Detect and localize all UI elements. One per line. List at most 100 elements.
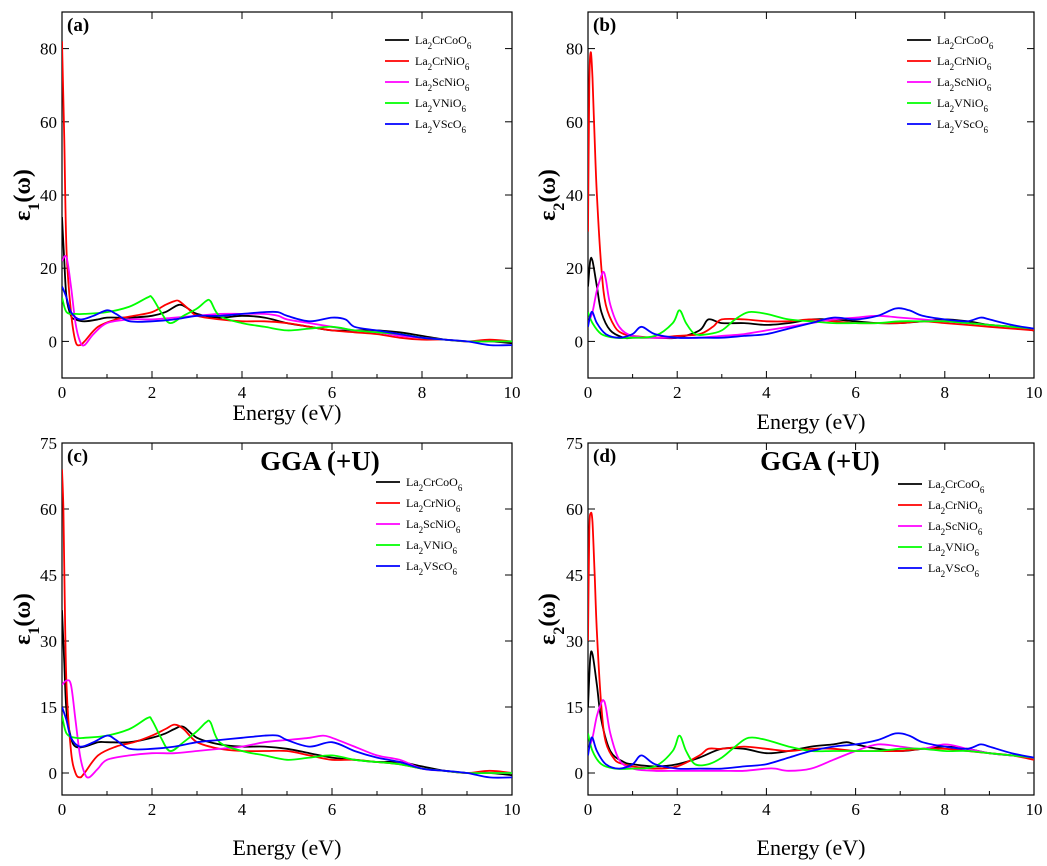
legend-label: La2CrCoO6 [928, 477, 985, 495]
y-tick-label: 75 [40, 434, 57, 453]
series-line-La2ScNiO6 [62, 255, 512, 347]
x-tick-label: 6 [328, 800, 337, 819]
y-tick-label: 60 [566, 113, 583, 132]
x-tick-label: 2 [673, 383, 682, 402]
series-line-La2VNiO6 [588, 309, 1034, 339]
y-tick-label: 60 [40, 500, 57, 519]
legend-label: La2VNiO6 [928, 540, 980, 558]
y-tick-label: 75 [566, 434, 583, 453]
x-tick-label: 2 [673, 800, 682, 819]
y-tick-label: 0 [49, 764, 58, 783]
series-line-La2VNiO6 [62, 715, 512, 775]
x-tick-label: 4 [762, 800, 771, 819]
y-axis-label: ε2(ω) [535, 593, 568, 645]
legend-label: La2ScNiO6 [406, 517, 461, 535]
legend-label: La2CrNiO6 [406, 496, 461, 514]
y-axis-label: ε1(ω) [10, 593, 43, 645]
legend-label: La2CrNiO6 [415, 54, 470, 72]
chart-panel-1: 0 2 4 6 8 10 0 20 40 60 80 La2CrCoO6 La2CrNiO6 La2ScN… [535, 11, 1043, 434]
legend: La2CrCoO6 La2CrNiO6 La2ScNiO6 La2VNiO6 La2VS… [898, 477, 985, 579]
series-line-La2ScNiO6 [588, 270, 1034, 339]
x-tick-label: 10 [1026, 800, 1043, 819]
series-line-La2CrCoO6 [588, 256, 1034, 340]
y-axis-label: ε1(ω) [10, 169, 43, 221]
x-tick-label: 10 [504, 383, 521, 402]
legend-label: La2CrCoO6 [406, 475, 463, 493]
legend-label: La2ScNiO6 [415, 75, 470, 93]
legend: La2CrCoO6 La2CrNiO6 La2ScNiO6 La2VNiO6 La2VS… [376, 475, 463, 577]
series-group [62, 41, 512, 347]
x-tick-label: 8 [418, 383, 427, 402]
legend-label: La2VNiO6 [415, 96, 467, 114]
legend-label: La2VScO6 [937, 117, 989, 135]
y-tick-label: 0 [575, 332, 584, 351]
x-tick-label: 0 [58, 383, 67, 402]
series-line-La2VScO6 [588, 307, 1034, 339]
series-line-La2VScO6 [62, 286, 512, 347]
series-group [588, 51, 1034, 340]
y-tick-label: 15 [40, 698, 57, 717]
x-axis-label: Energy (eV) [233, 400, 342, 425]
y-tick-label: 20 [40, 259, 57, 278]
x-axis-label: Energy (eV) [757, 409, 866, 434]
legend: La2CrCoO6 La2CrNiO6 La2ScNiO6 La2VNiO6 La2VS… [385, 33, 472, 135]
legend-label: La2VScO6 [406, 559, 458, 577]
panel-title: GGA (+U) [760, 446, 880, 476]
y-tick-label: 30 [40, 632, 57, 651]
x-tick-label: 2 [148, 383, 157, 402]
panel-letter: (d) [593, 446, 616, 467]
series-line-La2CrNiO6 [62, 469, 512, 779]
y-tick-label: 40 [40, 186, 57, 205]
y-tick-label: 60 [566, 500, 583, 519]
x-tick-label: 0 [584, 800, 593, 819]
x-tick-label: 4 [762, 383, 771, 402]
y-axis-label: ε2(ω) [535, 169, 568, 221]
legend-label: La2ScNiO6 [928, 519, 983, 537]
legend-label: La2CrNiO6 [928, 498, 983, 516]
x-tick-label: 4 [238, 383, 247, 402]
x-axis-label: Energy (eV) [757, 835, 866, 860]
legend-label: La2VScO6 [928, 561, 980, 579]
panel-title: GGA (+U) [260, 446, 380, 476]
y-tick-label: 45 [566, 566, 583, 585]
panel-letter: (c) [67, 446, 88, 467]
x-tick-label: 0 [58, 800, 67, 819]
y-tick-label: 60 [40, 113, 57, 132]
x-tick-label: 6 [851, 800, 860, 819]
x-tick-label: 8 [941, 383, 950, 402]
y-tick-label: 15 [566, 698, 583, 717]
x-tick-label: 10 [1026, 383, 1043, 402]
chart-panel-3: 0 2 4 6 8 10 0 15 30 45 60 75 La2CrCoO6 La2CrNiO6 La2S… [535, 434, 1043, 860]
x-tick-label: 8 [941, 800, 950, 819]
series-line-La2VScO6 [62, 706, 512, 779]
y-tick-label: 0 [49, 332, 58, 351]
series-group [588, 511, 1034, 772]
panel-letter: (a) [67, 15, 89, 36]
x-axis-label: Energy (eV) [233, 835, 342, 860]
plot-frame [587, 442, 1035, 796]
y-tick-label: 80 [566, 40, 583, 59]
legend-label: La2CrNiO6 [937, 54, 992, 72]
series-line-La2VNiO6 [588, 733, 1034, 770]
legend-label: La2VNiO6 [937, 96, 989, 114]
x-tick-label: 10 [504, 800, 521, 819]
series-group [62, 469, 512, 779]
legend-label: La2ScNiO6 [937, 75, 992, 93]
panel-letter: (b) [593, 15, 616, 36]
chart-panel-0: 0 2 4 6 8 10 0 20 40 60 80 La2CrCoO6 La2CrNiO6 La2ScN… [10, 11, 521, 425]
y-tick-label: 0 [575, 764, 584, 783]
legend-label: La2CrCoO6 [937, 33, 994, 51]
legend-label: La2VScO6 [415, 117, 467, 135]
legend: La2CrCoO6 La2CrNiO6 La2ScNiO6 La2VNiO6 La2VS… [907, 33, 994, 135]
series-line-La2CrNiO6 [62, 41, 512, 347]
y-tick-label: 80 [40, 40, 57, 59]
x-tick-label: 6 [328, 383, 337, 402]
x-tick-label: 2 [148, 800, 157, 819]
x-tick-label: 6 [851, 383, 860, 402]
series-line-La2ScNiO6 [588, 699, 1034, 772]
series-line-La2CrCoO6 [62, 216, 512, 345]
chart-panel-2: 0 2 4 6 8 10 0 15 30 45 60 75 La2CrCoO6 La2CrNiO6 La2S… [10, 434, 521, 860]
x-tick-label: 0 [584, 383, 593, 402]
x-tick-label: 4 [238, 800, 247, 819]
